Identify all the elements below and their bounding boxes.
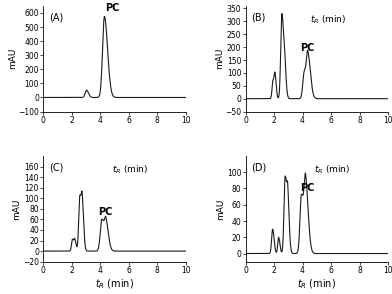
Y-axis label: mAU: mAU — [13, 198, 22, 220]
Text: $t_R$ (min): $t_R$ (min) — [314, 163, 350, 176]
Text: PC: PC — [300, 43, 315, 53]
Text: PC: PC — [98, 207, 113, 217]
Y-axis label: mAU: mAU — [216, 198, 225, 220]
Y-axis label: mAU: mAU — [8, 48, 17, 69]
Text: PC: PC — [300, 183, 315, 193]
X-axis label: $t_R$ (min): $t_R$ (min) — [95, 278, 134, 291]
Text: PC: PC — [105, 3, 120, 13]
Text: (D): (D) — [251, 162, 267, 172]
Text: $t_R$ (min): $t_R$ (min) — [112, 163, 148, 176]
X-axis label: $t_R$ (min): $t_R$ (min) — [297, 278, 336, 291]
Text: (B): (B) — [251, 12, 266, 22]
Text: (A): (A) — [49, 12, 63, 22]
Text: (C): (C) — [49, 162, 63, 172]
Y-axis label: mAU: mAU — [215, 48, 224, 69]
Text: $t_R$ (min): $t_R$ (min) — [310, 13, 346, 26]
